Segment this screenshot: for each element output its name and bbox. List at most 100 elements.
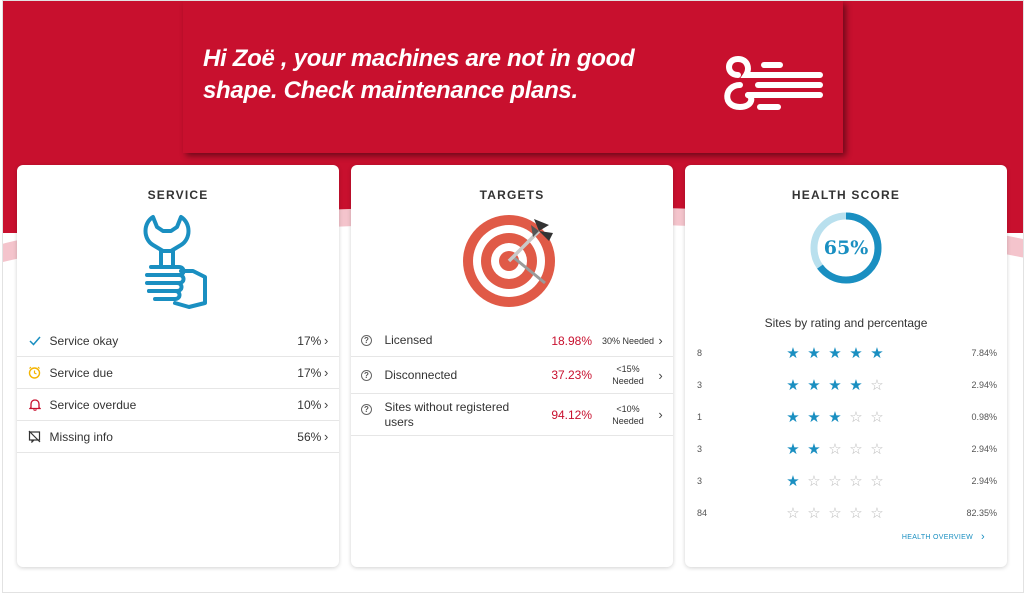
targets-list: ? Licensed 18.98% 30% Needed › ? Disconn… xyxy=(351,325,673,436)
target-icon xyxy=(463,215,555,307)
service-list: Service okay 17% › Service due 17% › Ser… xyxy=(17,325,339,453)
rating-stars: ★ ★ ★ ☆ ☆ xyxy=(735,408,935,426)
rating-row: 8 ★ ★ ★ ★ ★ 7.84% xyxy=(685,337,1007,369)
service-row-okay[interactable]: Service okay 17% › xyxy=(17,325,339,357)
chevron-right-icon: › xyxy=(323,365,329,380)
chevron-right-icon: › xyxy=(658,407,663,422)
health-card: HEALTH SCORE 65% Sites by rating and per… xyxy=(685,165,1007,567)
question-icon: ? xyxy=(361,369,375,381)
targets-row-needed: <15% Needed xyxy=(592,363,656,387)
targets-row-label: Licensed xyxy=(384,333,433,347)
targets-row-licensed[interactable]: ? Licensed 18.98% 30% Needed › xyxy=(351,325,673,357)
star-filled-icon: ★ xyxy=(786,441,800,458)
service-row-overdue[interactable]: Service overdue 10% › xyxy=(17,389,339,421)
rating-percent: 82.35% xyxy=(966,508,997,518)
rating-caption: Sites by rating and percentage xyxy=(764,316,928,330)
rating-stars: ★ ★ ☆ ☆ ☆ xyxy=(735,440,935,458)
needed-line-1: <10% xyxy=(616,403,640,414)
bell-icon xyxy=(27,397,43,413)
service-title: SERVICE xyxy=(147,188,209,202)
star-empty-icon: ☆ xyxy=(828,441,842,458)
rating-stars: ★ ☆ ☆ ☆ ☆ xyxy=(735,472,935,490)
star-filled-icon: ★ xyxy=(807,441,821,458)
targets-row-label: Disconnected xyxy=(384,367,458,382)
star-filled-icon: ★ xyxy=(828,377,842,394)
star-filled-icon: ★ xyxy=(807,345,821,362)
targets-row-sites-without-users[interactable]: ? Sites without registered users 94.12% … xyxy=(351,394,673,436)
rating-percent: 2.94% xyxy=(971,476,997,486)
health-overview-label: HEALTH OVERVIEW xyxy=(901,533,974,541)
health-score-value: 65% xyxy=(823,237,869,259)
targets-row-value: 18.98% xyxy=(551,333,593,348)
rating-count: 3 xyxy=(697,476,703,486)
star-empty-icon: ☆ xyxy=(870,505,884,522)
chevron-right-icon: › xyxy=(323,397,329,412)
star-empty-icon: ☆ xyxy=(828,505,842,522)
needed-line-2: Needed xyxy=(612,415,644,426)
service-row-label: Service overdue xyxy=(49,397,137,412)
chevron-right-icon: › xyxy=(981,531,985,543)
rating-row: 84 ☆ ☆ ☆ ☆ ☆ 82.35% xyxy=(685,497,1007,529)
service-row-value: 17% xyxy=(297,365,322,380)
health-title: HEALTH SCORE xyxy=(791,188,901,202)
rating-count: 3 xyxy=(697,380,703,390)
service-row-label: Service okay xyxy=(49,333,119,348)
star-filled-icon: ★ xyxy=(786,473,800,490)
rating-row: 3 ★ ★ ★ ★ ☆ 2.94% xyxy=(685,369,1007,401)
star-empty-icon: ☆ xyxy=(870,441,884,458)
service-row-value: 17% xyxy=(297,333,322,348)
targets-card: TARGETS ? Licensed 18.98% 30% Needed › ? xyxy=(351,165,673,567)
wrench-thumbs-up-icon xyxy=(143,215,207,309)
star-filled-icon: ★ xyxy=(870,345,884,362)
targets-row-needed: <10% Needed xyxy=(592,403,656,427)
service-row-value: 56% xyxy=(297,429,322,444)
targets-row-disconnected[interactable]: ? Disconnected 37.23% <15% Needed › xyxy=(351,357,673,394)
rating-percent: 7.84% xyxy=(971,348,997,358)
rating-stars: ★ ★ ★ ★ ☆ xyxy=(735,376,935,394)
rating-count: 84 xyxy=(697,508,708,518)
star-empty-icon: ☆ xyxy=(870,409,884,426)
star-empty-icon: ☆ xyxy=(849,505,863,522)
needed-line-2: Needed xyxy=(612,376,644,386)
targets-row-needed: 30% Needed xyxy=(601,335,655,346)
star-empty-icon: ☆ xyxy=(828,473,842,490)
chevron-right-icon: › xyxy=(658,367,663,383)
health-overview-link[interactable]: HEALTH OVERVIEW › xyxy=(902,531,985,543)
star-filled-icon: ★ xyxy=(807,377,821,394)
targets-row-value: 94.12% xyxy=(551,407,593,422)
rating-percent: 2.94% xyxy=(971,380,997,390)
missing-info-icon xyxy=(27,429,43,445)
wind-icon xyxy=(724,55,823,111)
rating-row: 3 ★ ★ ☆ ☆ ☆ 2.94% xyxy=(685,433,1007,465)
rating-count: 3 xyxy=(697,444,703,454)
alert-banner: Hi Zoë , your machines are not in good s… xyxy=(183,1,843,153)
service-row-missing-info[interactable]: Missing info 56% › xyxy=(17,421,339,453)
star-empty-icon: ☆ xyxy=(849,473,863,490)
banner-message: Hi Zoë , your machines are not in good s… xyxy=(203,45,635,104)
chevron-right-icon: › xyxy=(323,333,329,348)
star-empty-icon: ☆ xyxy=(849,409,863,426)
check-icon xyxy=(27,333,43,349)
star-empty-icon: ☆ xyxy=(870,377,884,394)
star-filled-icon: ★ xyxy=(786,377,800,394)
rating-stars: ★ ★ ★ ★ ★ xyxy=(735,344,935,362)
service-card: SERVICE Service okay 17% › xyxy=(17,165,339,567)
targets-row-label: Sites without registered users xyxy=(384,399,510,429)
chevron-right-icon: › xyxy=(323,429,329,444)
chevron-right-icon: › xyxy=(658,333,663,348)
rating-stars: ☆ ☆ ☆ ☆ ☆ xyxy=(735,504,935,522)
star-filled-icon: ★ xyxy=(786,409,800,426)
rating-list: 8 ★ ★ ★ ★ ★ 7.84% 3 ★ ★ ★ ★ ☆ 2.94% 1 ★ ★ ★ ☆ ☆ 0.98% 3 ★ ★ ☆ ☆ ☆ 2… xyxy=(685,337,1007,529)
health-score-ring xyxy=(810,212,882,284)
rating-count: 1 xyxy=(697,412,703,422)
needed-line-1: <15% xyxy=(616,364,640,374)
star-empty-icon: ☆ xyxy=(870,473,884,490)
star-filled-icon: ★ xyxy=(849,377,863,394)
service-row-value: 10% xyxy=(297,397,322,412)
star-empty-icon: ☆ xyxy=(807,505,821,522)
rating-row: 3 ★ ☆ ☆ ☆ ☆ 2.94% xyxy=(685,465,1007,497)
star-filled-icon: ★ xyxy=(849,345,863,362)
service-row-due[interactable]: Service due 17% › xyxy=(17,357,339,389)
targets-title: TARGETS xyxy=(479,188,545,202)
